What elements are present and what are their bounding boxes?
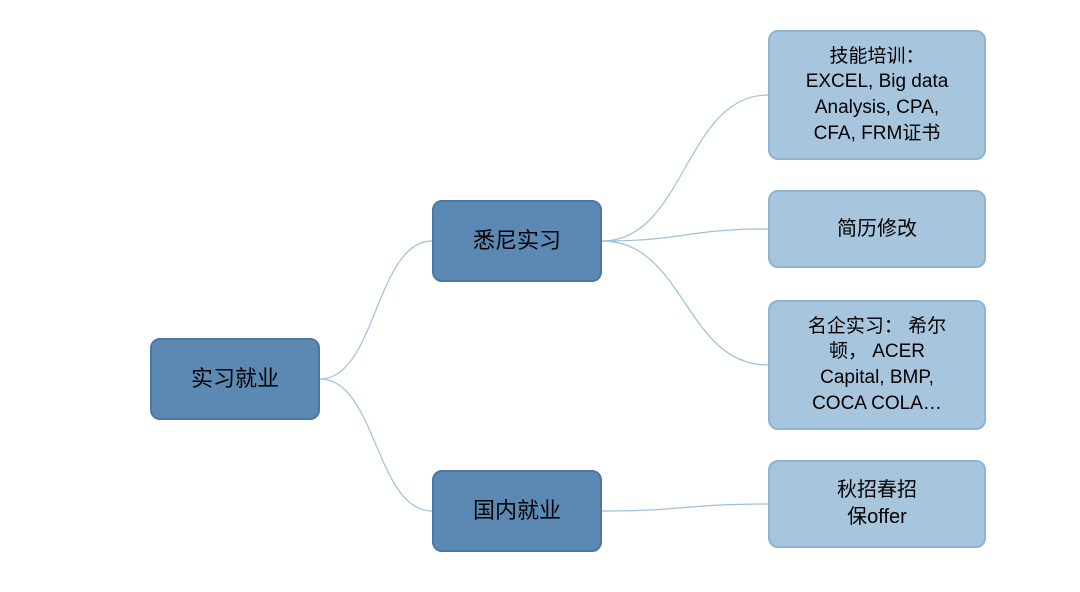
node-domestic: 国内就业 xyxy=(432,470,602,552)
node-root: 实习就业 xyxy=(150,338,320,420)
node-offers: 秋招春招 保offer xyxy=(768,460,986,548)
node-label: 技能培训： EXCEL, Big data Analysis, CPA, CFA… xyxy=(806,44,949,147)
edge-sydney-companies xyxy=(602,241,768,365)
node-label: 名企实习： 希尔 顿， ACER Capital, BMP, COCA COLA… xyxy=(808,314,946,417)
node-companies: 名企实习： 希尔 顿， ACER Capital, BMP, COCA COLA… xyxy=(768,300,986,430)
edge-sydney-skills xyxy=(602,95,768,241)
node-label: 国内就业 xyxy=(473,496,561,526)
node-label: 实习就业 xyxy=(191,364,279,394)
node-resume: 简历修改 xyxy=(768,190,986,268)
node-sydney: 悉尼实习 xyxy=(432,200,602,282)
node-skills: 技能培训： EXCEL, Big data Analysis, CPA, CFA… xyxy=(768,30,986,160)
edge-root-domestic xyxy=(320,379,432,511)
edge-domestic-offers xyxy=(602,504,768,511)
node-label: 简历修改 xyxy=(837,216,917,243)
edge-sydney-resume xyxy=(602,229,768,241)
node-label: 悉尼实习 xyxy=(473,226,561,256)
node-label: 秋招春招 保offer xyxy=(837,477,917,531)
diagram-canvas: 实习就业 悉尼实习国内就业 技能培训： EXCEL, Big data Analys… xyxy=(0,0,1080,592)
edge-root-sydney xyxy=(320,241,432,379)
